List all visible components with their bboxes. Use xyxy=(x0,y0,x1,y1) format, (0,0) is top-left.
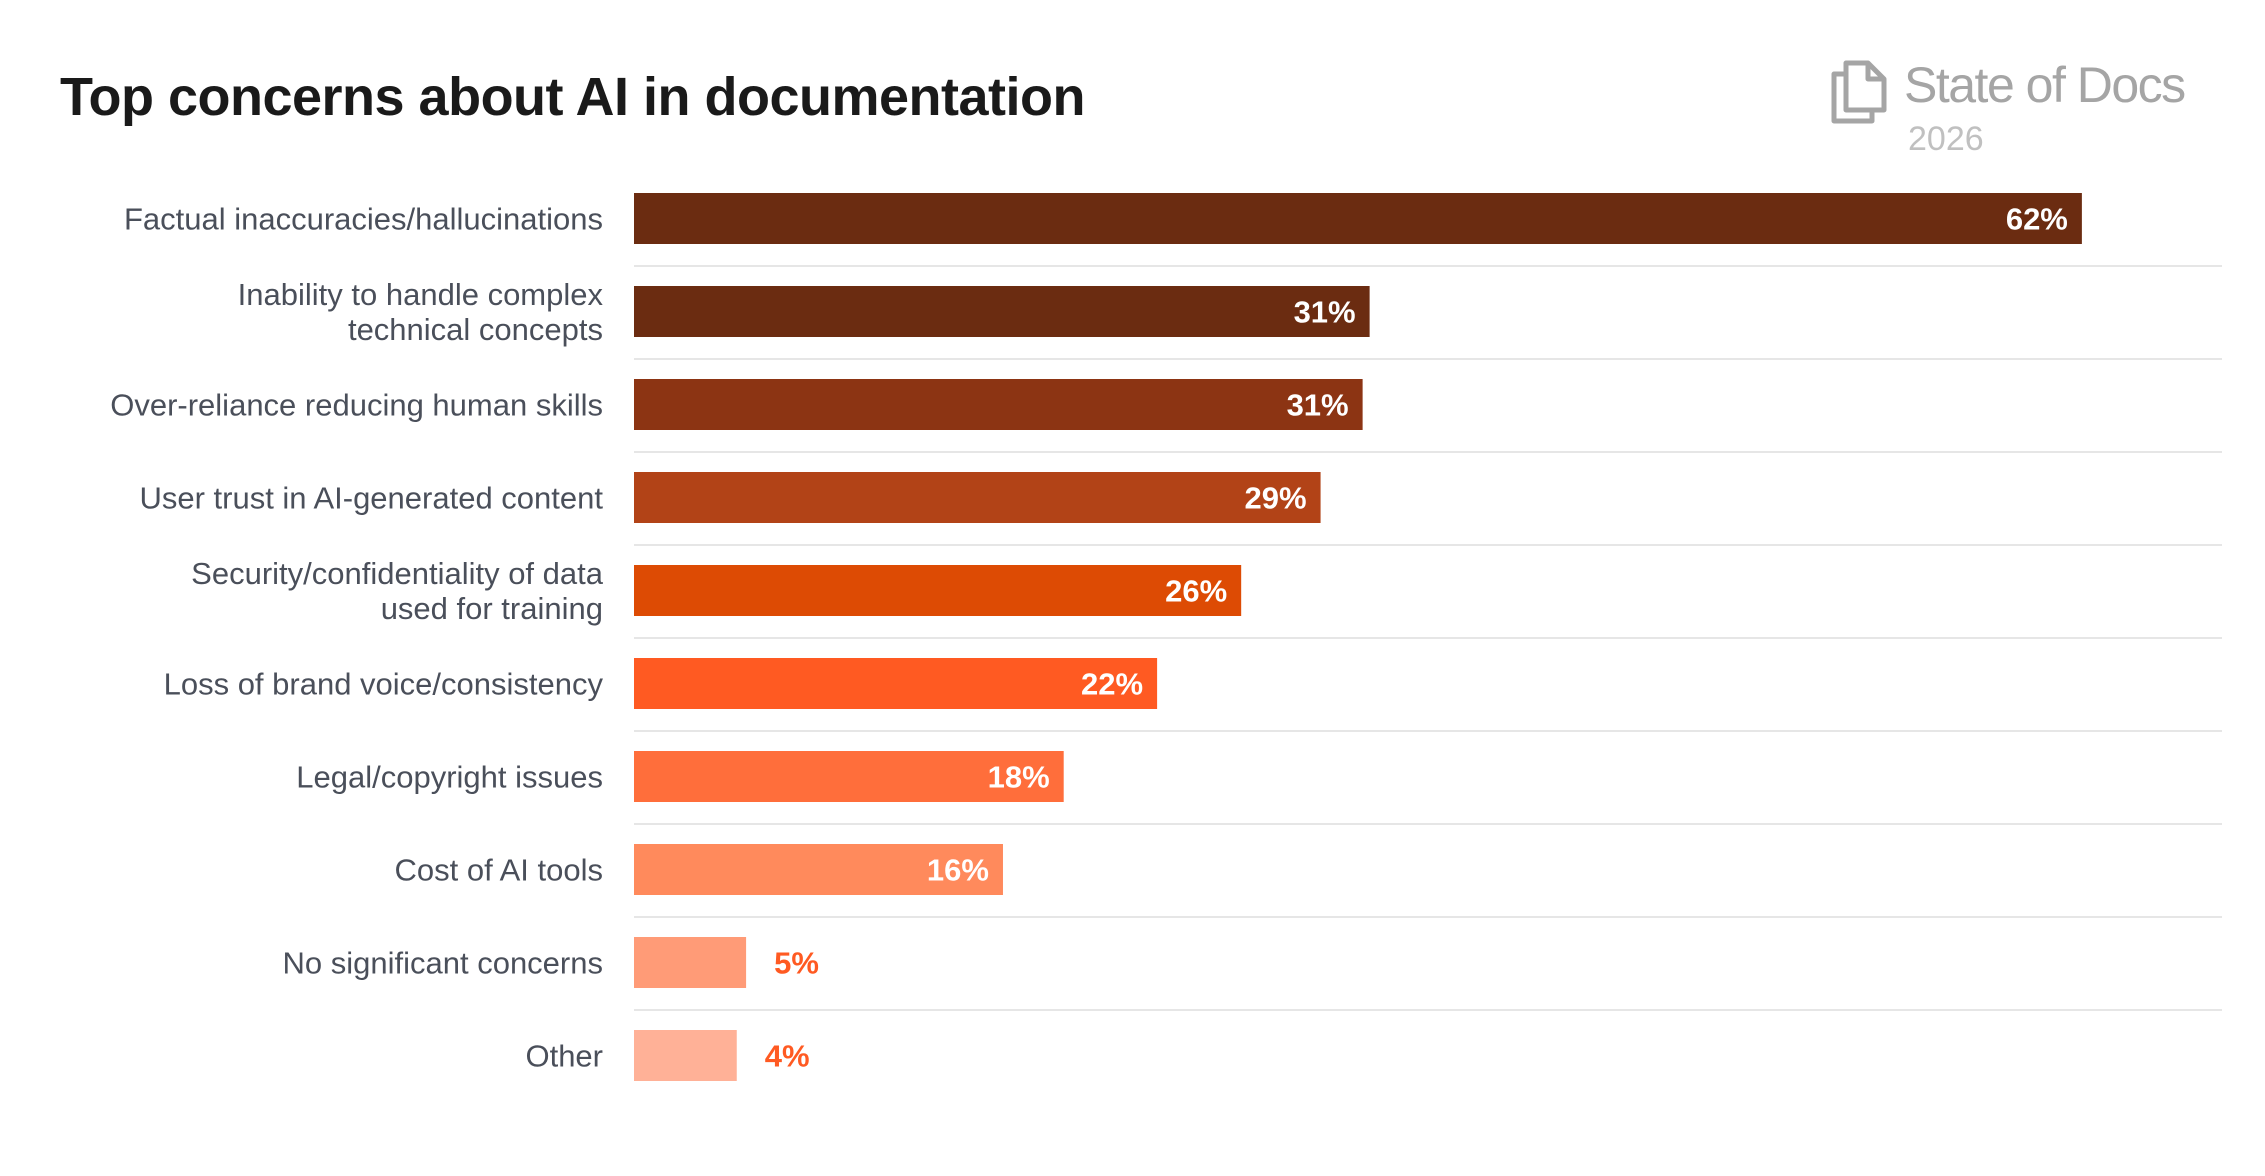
value-label-10: 4% xyxy=(765,1039,810,1074)
value-label-2: 31% xyxy=(1294,295,1356,330)
category-label-line: Factual inaccuracies/hallucinations xyxy=(124,202,603,237)
bar-8 xyxy=(634,844,1003,895)
category-label-8: Cost of AI tools xyxy=(395,853,604,888)
value-label-7: 18% xyxy=(988,760,1050,795)
bar-9 xyxy=(634,937,747,988)
bar-7 xyxy=(634,751,1064,802)
brand-logo: State of Docs 2026 xyxy=(1828,58,2188,168)
category-label-9: No significant concerns xyxy=(283,946,604,981)
value-label-3: 31% xyxy=(1287,388,1349,423)
category-label-line: Cost of AI tools xyxy=(395,853,604,888)
bar-1 xyxy=(634,193,2082,244)
brand-year: 2026 xyxy=(1908,120,1984,158)
value-label-1: 62% xyxy=(2006,202,2068,237)
bar-5 xyxy=(634,565,1242,616)
category-label-line: User trust in AI-generated content xyxy=(139,481,603,516)
category-label-line: Security/confidentiality of data xyxy=(191,556,604,591)
bar-4 xyxy=(634,472,1321,523)
category-label-line: Inability to handle complex xyxy=(238,277,604,312)
category-label-line: Legal/copyright issues xyxy=(296,760,603,795)
bar-10 xyxy=(634,1030,737,1081)
category-label-7: Legal/copyright issues xyxy=(296,760,603,795)
category-label-line: technical concepts xyxy=(348,312,603,347)
bar-2 xyxy=(634,286,1370,337)
category-label-line: No significant concerns xyxy=(283,946,604,981)
bar-3 xyxy=(634,379,1363,430)
bar-6 xyxy=(634,658,1158,709)
category-label-3: Over-reliance reducing human skills xyxy=(110,388,603,423)
category-label-6: Loss of brand voice/consistency xyxy=(164,667,604,702)
chart-title: Top concerns about AI in documentation xyxy=(60,67,1086,127)
category-label-line: Loss of brand voice/consistency xyxy=(164,667,604,702)
category-label-line: Over-reliance reducing human skills xyxy=(110,388,603,423)
value-label-8: 16% xyxy=(927,853,989,888)
category-label-line: used for training xyxy=(381,591,603,626)
category-label-10: Other xyxy=(525,1039,603,1074)
value-label-9: 5% xyxy=(774,946,819,981)
value-label-4: 29% xyxy=(1245,481,1307,516)
value-label-5: 26% xyxy=(1165,574,1227,609)
brand-name: State of Docs xyxy=(1904,57,2186,113)
category-label-line: Other xyxy=(525,1039,603,1074)
category-label-2: Inability to handle complex technical con… xyxy=(238,277,604,347)
value-label-6: 22% xyxy=(1081,667,1143,702)
category-label-1: Factual inaccuracies/hallucinations xyxy=(124,202,603,237)
category-label-5: Security/confidentiality of data used for… xyxy=(191,556,604,626)
stacked-documents-icon xyxy=(1831,60,1887,124)
category-label-4: User trust in AI-generated content xyxy=(139,481,603,516)
